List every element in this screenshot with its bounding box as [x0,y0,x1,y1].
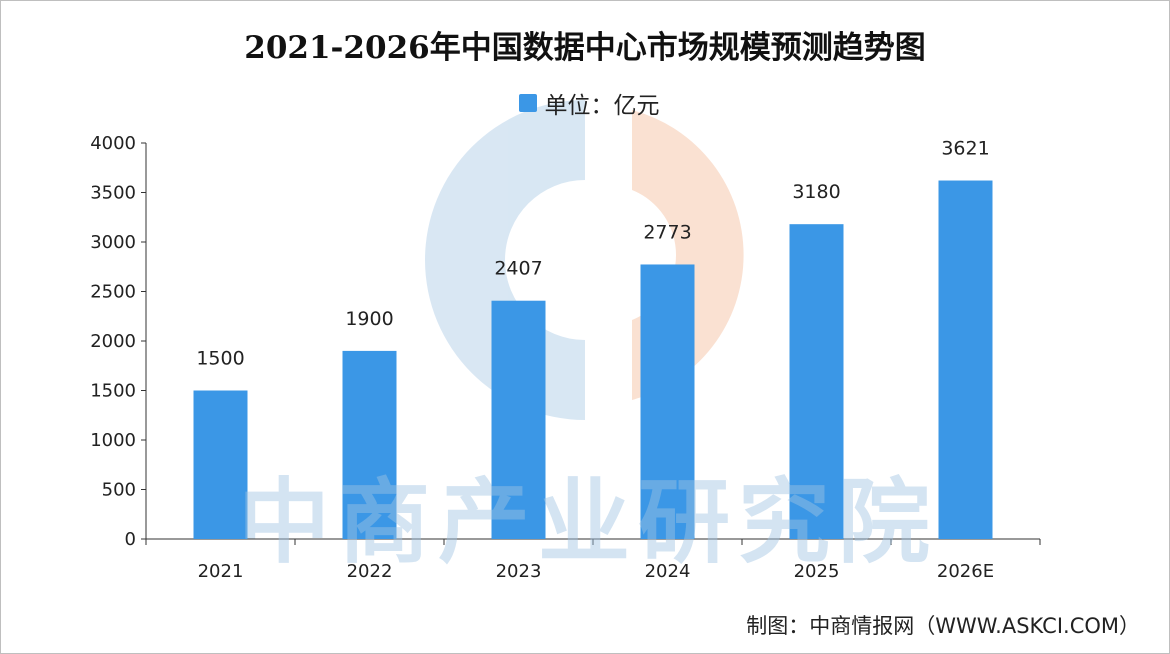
watermark-text: 中商产业研究院 [238,469,939,576]
bar [640,264,695,539]
y-axis: 0 500 1000 1500 2000 2500 3000 3500 4000 [90,133,147,550]
y-tick-label: 2500 [90,282,136,303]
data-label: 1900 [345,308,393,330]
chart-credit: 制图：中商情报网（WWW.ASKCI.COM） [746,614,1140,638]
bars [193,180,993,539]
x-tick-label: 2025 [794,561,840,582]
bar [193,390,248,539]
y-tick-label: 1000 [90,430,136,451]
bar [938,180,993,539]
chart-title: 2021-2026年中国数据中心市场规模预测趋势图 [244,30,926,66]
y-tick-label: 2000 [90,331,136,352]
bar [342,350,397,539]
data-label: 2773 [643,221,691,243]
y-tick-label: 3500 [90,183,136,204]
data-label: 1500 [196,348,244,370]
y-tick-label: 3000 [90,232,136,253]
x-axis: 2021 2022 2023 2024 2025 2026E [145,538,1041,582]
x-tick-label: 2024 [645,561,691,582]
x-tick-label: 2023 [496,561,542,582]
bar [789,224,844,539]
y-tick-label: 4000 [90,133,136,154]
data-label: 3180 [792,181,840,203]
legend: 单位：亿元 [0,86,1170,120]
data-labels: 1500 1900 2407 2773 3180 3621 [196,138,989,370]
x-tick-label: 2021 [198,561,244,582]
y-tick-label: 500 [102,480,136,501]
legend-swatch [518,94,537,112]
x-tick-label: 2026E [937,561,994,582]
legend-label: 单位：亿元 [544,93,660,119]
data-label: 2407 [494,258,542,280]
bar [491,300,546,539]
watermark-logo [425,100,744,420]
y-tick-label: 0 [125,529,136,550]
data-label: 3621 [941,138,989,160]
y-tick-label: 1500 [90,381,136,402]
x-tick-label: 2022 [347,561,393,582]
